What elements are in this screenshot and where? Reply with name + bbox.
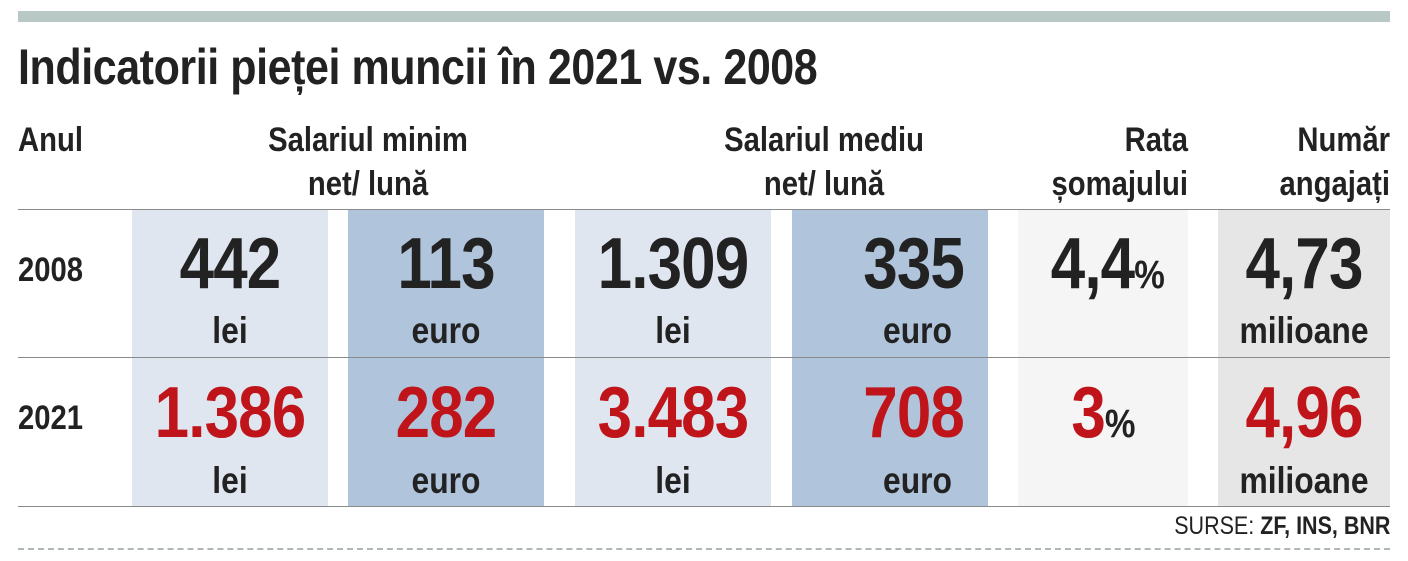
unit-2021-min-wage-euro: euro — [411, 460, 481, 501]
unit-2008-employees: milioane — [1239, 310, 1369, 351]
header-unemployment-line1: Rata — [1124, 121, 1188, 159]
min-wage-euro-column-bg — [348, 210, 544, 506]
value-2021-unemployment: 3% — [1030, 373, 1176, 464]
value-2021-unemployment-number: 3 — [1071, 373, 1105, 453]
table-bottom-divider — [18, 506, 1390, 507]
value-2021-min-wage-lei: 1.386 — [154, 373, 307, 453]
value-2021-avg-wage-euro: 708 — [863, 373, 965, 453]
value-2008-employees: 4,73 — [1245, 224, 1363, 304]
value-2008-unemployment: 4,4% — [1038, 224, 1165, 315]
percent-sign-2021: % — [1104, 402, 1136, 446]
top-accent-bar — [18, 11, 1390, 22]
unit-2021-avg-wage-euro: euro — [883, 460, 952, 501]
unit-2021-employees: milioane — [1239, 460, 1369, 501]
value-2008-min-wage-euro: 113 — [397, 224, 495, 304]
value-2008-avg-wage-lei: 1.309 — [597, 224, 750, 304]
header-min-wage: Salariul minim net/ lună — [230, 118, 505, 206]
value-2021-min-wage-euro: 282 — [395, 373, 498, 453]
bottom-dashed-divider — [18, 548, 1390, 550]
unit-2008-avg-wage-lei: lei — [655, 310, 691, 351]
avg-wage-lei-column-bg — [575, 210, 771, 506]
header-employees-line1: Număr — [1297, 121, 1390, 159]
unemployment-column-bg — [1018, 210, 1188, 506]
header-avg-wage-line1: Salariul mediu — [724, 121, 924, 159]
value-2021-employees: 4,96 — [1245, 373, 1363, 453]
header-employees-line2: angajați — [1279, 165, 1390, 203]
avg-wage-euro-column-bg — [792, 210, 988, 506]
value-2008-unemployment-number: 4,4 — [1050, 224, 1135, 304]
header-avg-wage: Salariul mediu net/ lună — [686, 118, 961, 206]
unit-2021-avg-wage-lei: lei — [655, 460, 691, 501]
value-2008-min-wage-lei: 442 — [179, 224, 282, 304]
header-employees: Număr angajați — [1227, 118, 1390, 206]
unit-2008-avg-wage-euro: euro — [883, 310, 952, 351]
header-min-wage-line2: net/ lună — [307, 165, 429, 203]
row-year-2008: 2008 — [18, 251, 84, 289]
percent-sign-2008: % — [1134, 253, 1165, 297]
source-note: SURSE: ZF, INS, BNR — [1174, 512, 1390, 541]
unit-2008-min-wage-lei: lei — [212, 310, 248, 351]
row-divider — [18, 357, 1390, 358]
header-min-wage-line1: Salariul minim — [268, 121, 468, 159]
header-unemployment-line2: șomajului — [1051, 165, 1188, 203]
source-names: ZF, INS, BNR — [1259, 512, 1390, 540]
employees-column-bg — [1218, 210, 1390, 506]
header-year: Anul — [18, 121, 83, 159]
unit-2021-min-wage-lei: lei — [212, 460, 248, 501]
source-label: SURSE: — [1173, 512, 1254, 540]
min-wage-lei-column-bg — [132, 210, 328, 506]
header-unemployment: Rata șomajului — [1026, 118, 1188, 206]
chart-title: Indicatorii pieței muncii în 2021 vs. 20… — [18, 39, 818, 95]
value-2008-avg-wage-euro: 335 — [863, 224, 965, 304]
row-year-2021: 2021 — [18, 399, 84, 437]
header-divider — [18, 209, 1390, 210]
value-2021-avg-wage-lei: 3.483 — [597, 373, 750, 453]
unit-2008-min-wage-euro: euro — [411, 310, 481, 351]
header-avg-wage-line2: net/ lună — [763, 165, 885, 203]
